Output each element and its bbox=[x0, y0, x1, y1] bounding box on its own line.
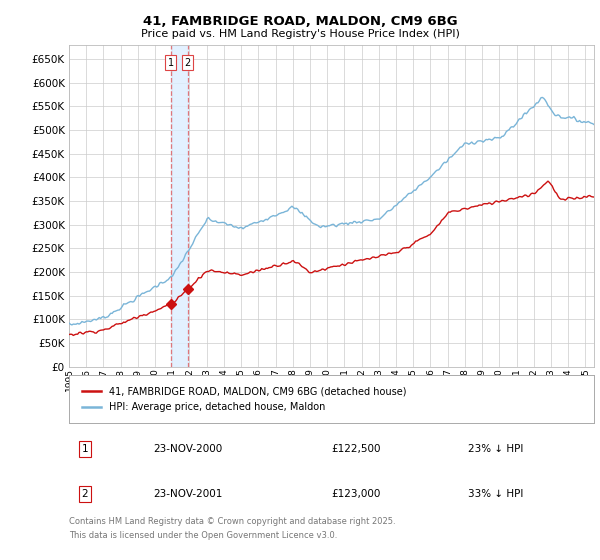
Text: 23% ↓ HPI: 23% ↓ HPI bbox=[468, 445, 523, 454]
Text: 41, FAMBRIDGE ROAD, MALDON, CM9 6BG: 41, FAMBRIDGE ROAD, MALDON, CM9 6BG bbox=[143, 15, 457, 28]
Text: 23-NOV-2001: 23-NOV-2001 bbox=[153, 489, 223, 499]
Text: Contains HM Land Registry data © Crown copyright and database right 2025.
This d: Contains HM Land Registry data © Crown c… bbox=[69, 517, 395, 539]
Text: Price paid vs. HM Land Registry's House Price Index (HPI): Price paid vs. HM Land Registry's House … bbox=[140, 29, 460, 39]
Text: 1: 1 bbox=[82, 445, 88, 454]
Legend: 41, FAMBRIDGE ROAD, MALDON, CM9 6BG (detached house), HPI: Average price, detach: 41, FAMBRIDGE ROAD, MALDON, CM9 6BG (det… bbox=[79, 383, 410, 415]
Text: £123,000: £123,000 bbox=[331, 489, 381, 499]
Text: 33% ↓ HPI: 33% ↓ HPI bbox=[468, 489, 523, 499]
Text: 1: 1 bbox=[167, 58, 173, 68]
Bar bbox=[170, 45, 188, 367]
Text: 2: 2 bbox=[185, 58, 191, 68]
Text: 2: 2 bbox=[82, 489, 88, 499]
Text: £122,500: £122,500 bbox=[331, 445, 381, 454]
Text: 23-NOV-2000: 23-NOV-2000 bbox=[153, 445, 222, 454]
